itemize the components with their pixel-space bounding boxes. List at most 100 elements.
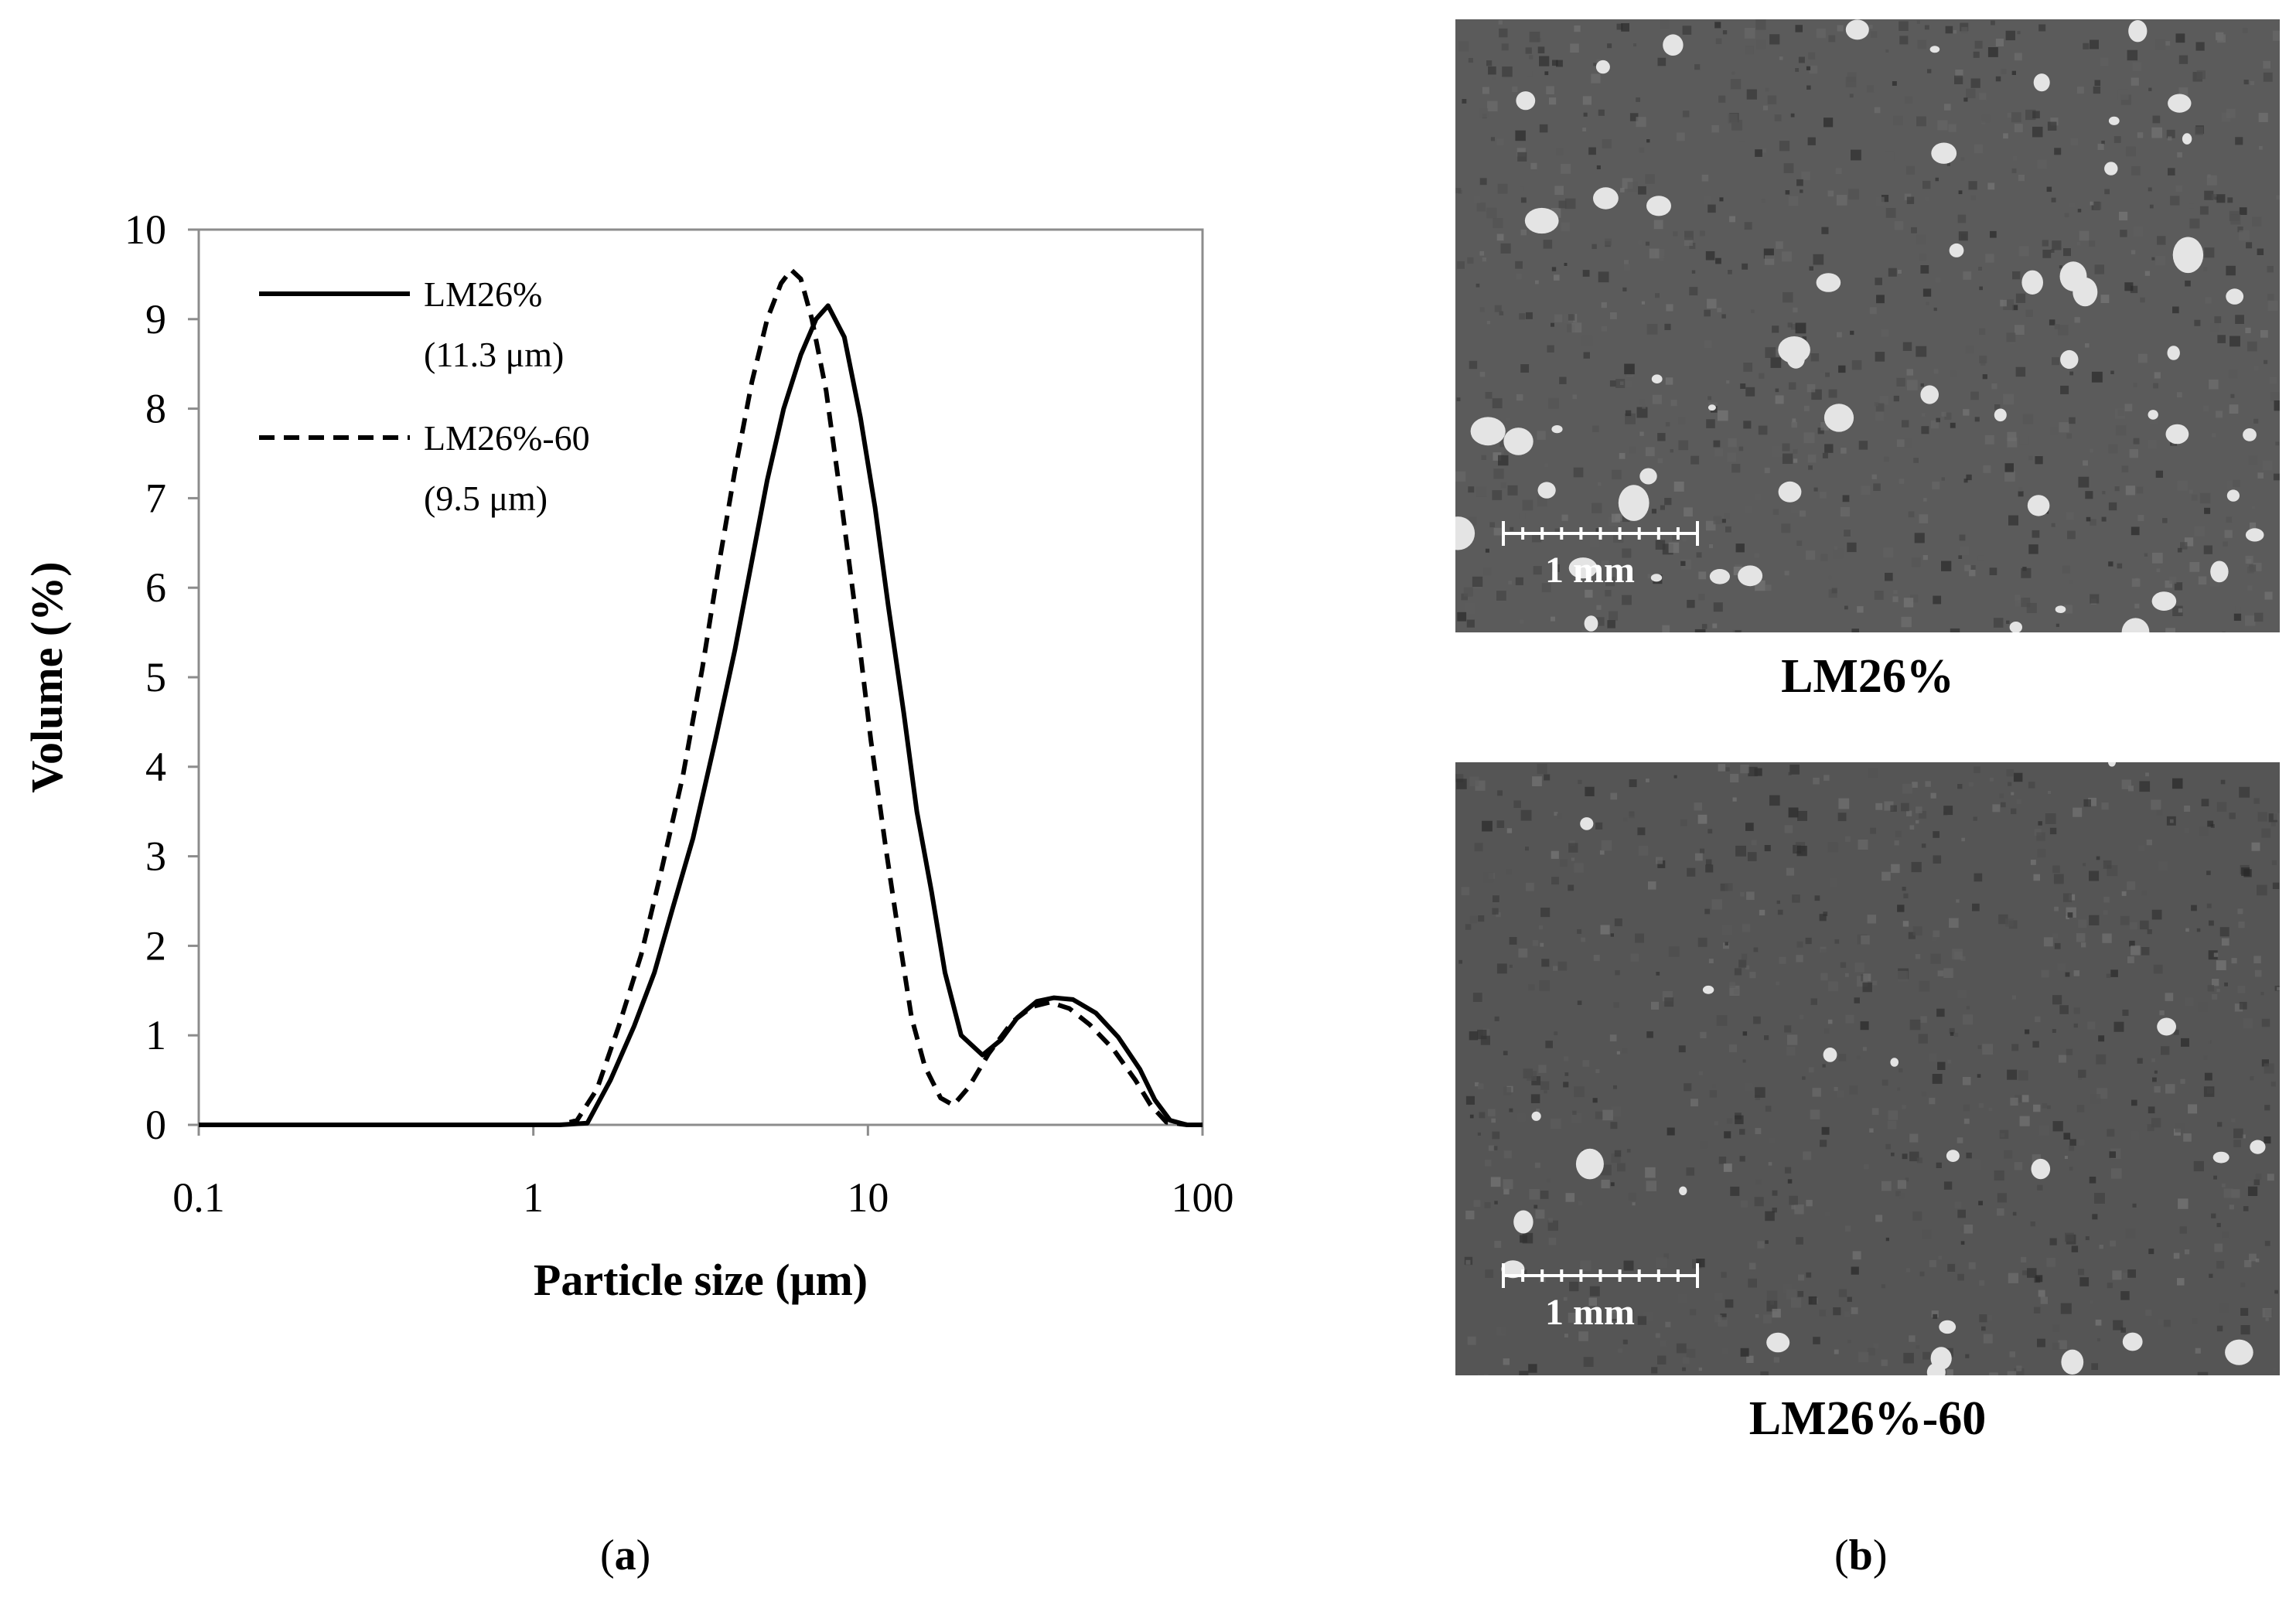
micrograph-speckle [1708,829,1713,834]
micrograph-particle [1920,385,1939,404]
micrograph-speckle [1963,1224,1974,1234]
micrograph-speckle [1933,369,1939,374]
micrograph-speckle [1491,1118,1496,1123]
micrograph-speckle [1527,71,1533,77]
micrograph-speckle [1772,1208,1777,1213]
micrograph-speckle [1645,447,1655,457]
micrograph-speckle [1690,455,1700,465]
micrograph-speckle [2217,1122,2223,1127]
micrograph-speckle [1825,1211,1830,1217]
micrograph-speckle [1902,342,1912,351]
micrograph-speckle [1738,446,1744,451]
micrograph-speckle [1776,981,1779,986]
micrograph-speckle [2106,973,2111,978]
micrograph-speckle [1831,588,1837,594]
micrograph-speckle [1743,421,1752,429]
micrograph-speckle [2253,956,2261,963]
micrograph-speckle [1761,199,1765,203]
micrograph-speckle [1786,1047,1796,1056]
micrograph-speckle [1922,1229,1932,1239]
micrograph-speckle [1966,88,1976,99]
micrograph-speckle [1730,773,1739,783]
micrograph-speckle [2120,230,2127,237]
micrograph-speckle [1718,764,1726,772]
micrograph-speckle [1700,1141,1708,1149]
micrograph-speckle [1700,1031,1707,1038]
micrograph-speckle [1479,1371,1484,1375]
micrograph-speckle [1963,1014,1974,1025]
micrograph-speckle [2211,194,2217,199]
micrograph-speckle [2245,1181,2253,1189]
micrograph-speckle [1796,540,1803,547]
micrograph-speckle [1554,1031,1558,1035]
micrograph-speckle [2245,327,2251,333]
micrograph-speckle [1871,474,1877,479]
micrograph-speckle [1585,589,1593,598]
micrograph-speckle [2085,491,2093,499]
micrograph-speckle [1572,973,1581,983]
micrograph-speckle [1922,1351,1931,1360]
micrograph-speckle [1790,505,1800,513]
micrograph-speckle [1965,345,1974,354]
micrograph-speckle [1978,1103,1984,1108]
micrograph-speckle [1725,1299,1734,1308]
micrograph-speckle [1527,1071,1537,1081]
micrograph-speckle [2171,441,2175,445]
micrograph-speckle [2136,486,2144,494]
micrograph-speckle [1462,99,1467,104]
micrograph-speckle [1496,233,1504,241]
micrograph-speckle [1899,1068,1903,1073]
micrograph-speckle [1581,937,1586,942]
micrograph-speckle [2140,297,2145,303]
micrograph-speckle [2127,1269,2136,1278]
micrograph-speckle [2144,553,2148,557]
micrograph-speckle [2125,486,2135,496]
micrograph-speckle [2170,196,2180,206]
micrograph-speckle [1856,1055,1861,1060]
micrograph-speckle [2033,1104,2041,1112]
micrograph-speckle [1806,66,1811,70]
micrograph-speckle [1874,402,1878,407]
micrograph-speckle [1714,1121,1718,1126]
micrograph-speckle [2206,1087,2213,1094]
micrograph-speckle [1591,73,1601,83]
micrograph-speckle [2273,473,2280,481]
micrograph-speckle [1862,982,1872,993]
micrograph-speckle [1844,605,1848,610]
micrograph-particle [1663,34,1684,56]
micrograph-speckle [2267,300,2278,311]
micrograph-speckle [2103,860,2112,869]
micrograph-speckle [1745,823,1754,831]
micrograph-speckle [1717,308,1722,312]
micrograph-speckle [1926,302,1929,305]
micrograph-speckle [1728,1044,1737,1053]
micrograph-speckle [1866,85,1875,93]
micrograph-speckle [1609,611,1619,621]
micrograph-speckle [1551,616,1555,622]
micrograph-speckle [2255,1258,2260,1262]
micrograph-speckle [1724,1131,1731,1139]
micrograph-speckle [2092,1214,2098,1220]
micrograph-speckle [2220,779,2226,785]
micrograph-speckle [1554,274,1560,281]
micrograph-speckle [2085,343,2090,348]
micrograph-speckle [2011,168,2017,173]
micrograph-speckle [1715,38,1722,45]
micrograph-speckle [2094,80,2101,86]
micrograph-speckle [1489,522,1495,528]
micrograph-speckle [2011,112,2021,123]
scale-label-lm26: 1 mm [1545,550,1635,591]
micrograph-speckle [1788,807,1799,818]
micrograph-speckle [2058,1055,2066,1063]
micrograph-speckle [2149,416,2158,424]
micrograph-speckle [2095,1319,2102,1326]
micrograph-speckle [1742,1059,1746,1063]
micrograph-speckle [1649,248,1660,259]
micrograph-particle [1593,187,1619,210]
micrograph-particle [2121,618,2150,632]
micrograph-speckle [1691,270,1696,274]
micrograph-speckle [2052,1342,2060,1350]
micrograph-speckle [2067,912,2073,918]
micrograph-speckle [2156,568,2161,572]
micrograph-speckle [1602,1109,1613,1121]
